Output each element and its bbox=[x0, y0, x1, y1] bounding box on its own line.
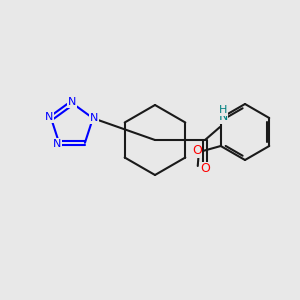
Text: H: H bbox=[219, 105, 227, 115]
Text: N: N bbox=[90, 113, 98, 123]
Text: N: N bbox=[53, 139, 61, 149]
Text: O: O bbox=[200, 163, 210, 176]
Text: O: O bbox=[192, 145, 202, 158]
Text: N: N bbox=[218, 110, 228, 124]
Text: N: N bbox=[45, 112, 53, 122]
Text: N: N bbox=[68, 97, 76, 107]
